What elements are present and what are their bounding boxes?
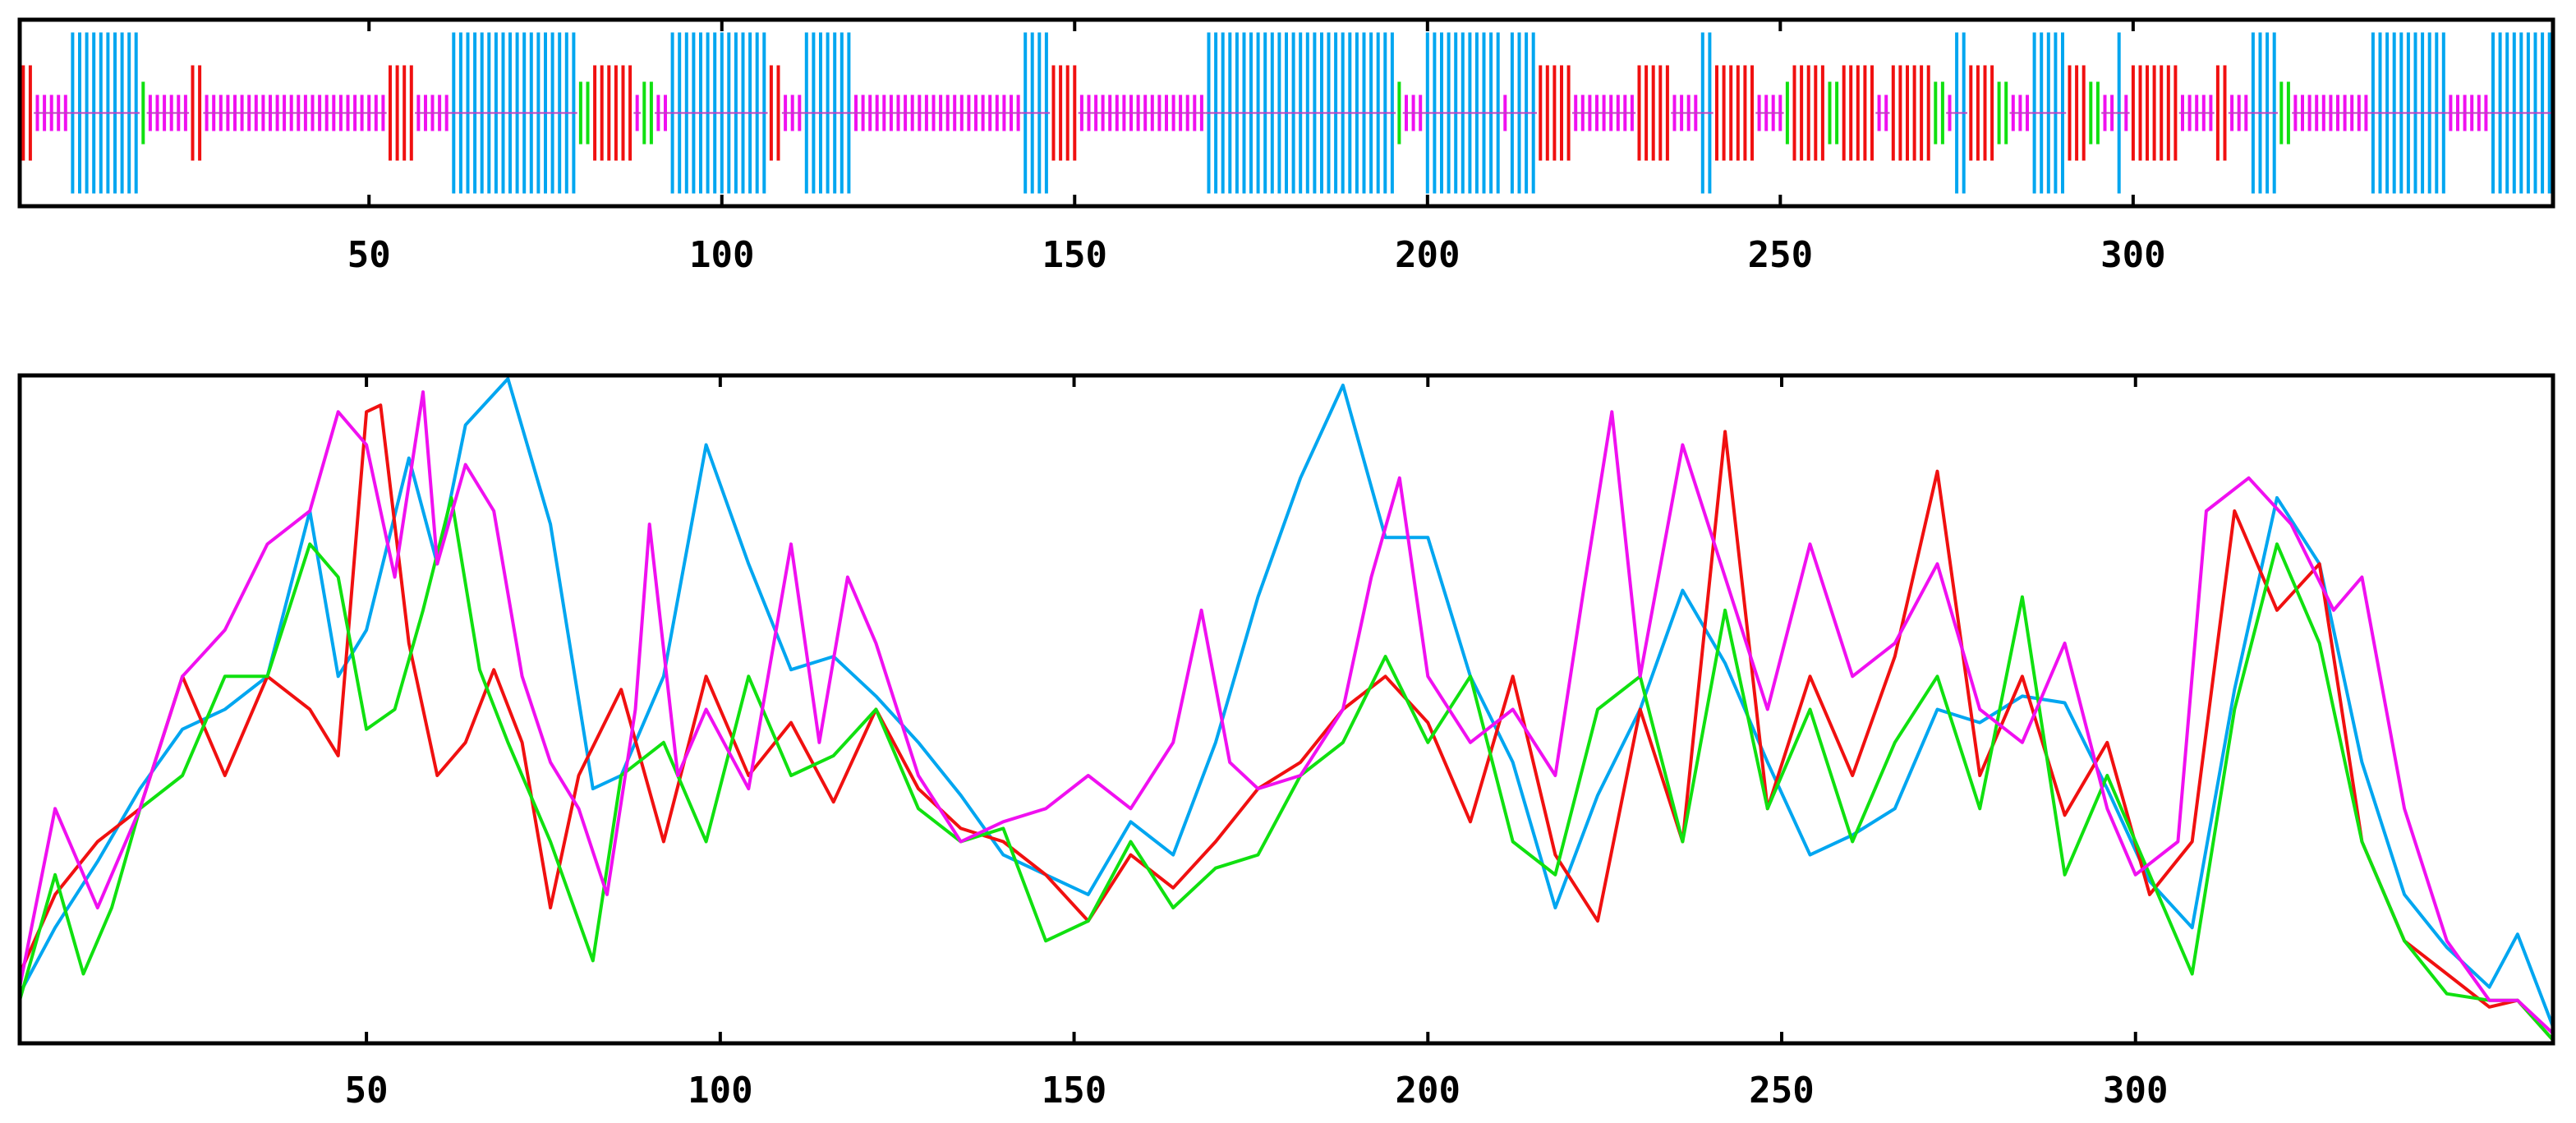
secondary-structure-track: 50 100 150 200 250 300	[17, 17, 2555, 276]
track-bars	[21, 32, 2553, 194]
track-frame	[17, 17, 2555, 209]
line-tick-label-200: 200	[1396, 1070, 1460, 1111]
line-tick-label-150: 150	[1042, 1070, 1106, 1111]
line-tick-label-300: 300	[2103, 1070, 2168, 1111]
line-tick-label-250: 250	[1749, 1070, 1814, 1111]
line-tick-label-50: 50	[345, 1070, 389, 1111]
track-tick-label-100: 100	[689, 234, 754, 276]
track-x-axis: 50 100 150 200 250 300	[347, 20, 2166, 276]
track-tick-label-250: 250	[1748, 234, 1813, 276]
line-tick-label-100: 100	[688, 1070, 752, 1111]
line-chart-frame	[17, 373, 2555, 1046]
track-tick-label-150: 150	[1042, 234, 1107, 276]
track-tick-label-50: 50	[347, 234, 391, 276]
profile-line-chart: 50 100 150 200 250 300	[17, 373, 2555, 1111]
line-series-group	[18, 377, 2555, 1042]
track-tick-label-200: 200	[1395, 234, 1460, 276]
line-series-0	[18, 377, 2555, 1028]
line-series-3	[18, 390, 2555, 1035]
line-series-2	[18, 495, 2555, 1042]
line-series-1	[18, 403, 2555, 1042]
track-tick-label-300: 300	[2100, 234, 2165, 276]
line-chart-x-axis: 50 100 150 200 250 300	[345, 375, 2168, 1111]
